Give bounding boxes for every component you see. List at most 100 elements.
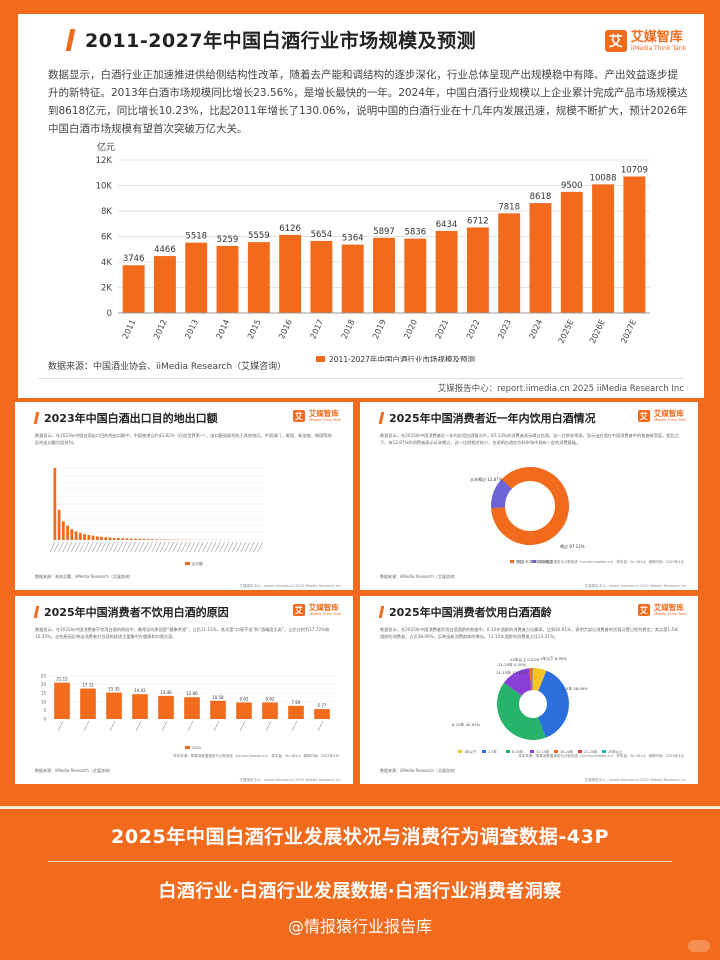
legend-label: 2011-2027年中国白酒行业市场规模及预测 [329,354,475,362]
export-bar [83,534,86,540]
export-bar [151,539,154,540]
reasons-card-description: 数据显示，在2025年中国消费者不饮用白酒的原因中，最常见的原因是“健康考虑”，… [35,627,330,639]
y-tick-label: 2K [101,284,112,294]
slice-1年以下 [533,668,547,692]
data-label: 4466 [154,245,176,255]
age-card: 2025年中国消费者饮用白酒酒龄 艾 艾媒智库 iiMedia Think Ta… [360,596,698,784]
drink-card-note: 样本来源：草莓派数据调查与计算系统（survey.iimedia.cn） 样本量… [518,560,684,564]
export-card-description: 数据显示，在2023年中国白酒出口目的地出口额中，中国香港以约43.82%（位居… [35,433,332,445]
x-tick-label-placeholder [189,541,196,553]
iimedia-logo-small: 艾 艾媒智库 iiMedia Think Tank [292,409,341,422]
bar-2024 [529,203,552,313]
reasons-card: 2025年中国消费者不饮用白酒的原因 艾 艾媒智库 iiMedia Think … [15,596,353,784]
iimedia-logo-icon: 艾 [292,604,305,616]
x-tick-label: 2022 [465,318,482,340]
data-label: 9500 [561,181,583,191]
x-tick-label-placeholder [185,541,191,553]
x-tick-label: 2015 [246,318,263,340]
x-tick-label: 2020 [402,318,419,340]
x-tick-label-placeholder [253,541,259,553]
x-tick-label-placeholder [206,541,213,553]
export-bar [142,538,146,540]
bar-2015 [247,242,270,313]
export-bar [163,539,167,540]
x-tick-label: 2023 [496,318,513,340]
x-tick-label-placeholder [121,541,128,553]
x-tick-label-placeholder [159,541,166,553]
export-card: 2023年中国白酒出口目的地出口额 艾 艾媒智库 iiMedia Think T… [15,402,353,590]
export-bar [138,538,142,540]
bar-2025E [560,191,583,313]
x-tick-label-placeholder [210,541,217,553]
x-tick-label-placeholder [257,541,264,553]
bar-2013 [185,242,208,313]
y-tick-label: 0 [43,717,46,722]
export-bar [87,534,91,540]
export-bar [70,529,74,540]
x-tick-label: 2012 [152,318,169,340]
export-card-source: 数据来源：海关总署、iiMedia Research（艾媒咨询） [35,574,133,579]
drink-card-report: 艾媒报告中心：report.iimedia.cn 2025 iiMedia Re… [584,584,686,588]
x-tick-label: 2026E [588,318,607,345]
y-tick-label: 12K [96,156,113,166]
bar-2019 [373,237,395,313]
export-bar [159,539,163,540]
y-tick-label: 25 [41,674,47,679]
drink-card-source: 数据来源：iiMedia Research（艾媒咨询） [380,574,458,579]
iimedia-logo-small: 艾 艾媒智库 iiMedia Think Tank [637,603,686,616]
legend-label: 喝过 [516,559,524,564]
export-bar [53,468,57,540]
legend-label: 从未喝过 [538,559,553,564]
main-data-source: 数据来源：中国酒业协会、iiMedia Research（艾媒咨询） [48,362,287,372]
age-card-title: 2025年中国消费者饮用白酒酒龄 [389,606,552,619]
bar-2027E [623,176,646,313]
export-card-report: 艾媒报告中心：report.iimedia.cn 2025 iiMedia Re… [239,584,341,588]
x-tick-label-placeholder [151,541,158,553]
x-tick-label-placeholder [202,541,208,553]
market-size-bar-chart: 亿元 0 2K 4K 6K 8K 10K 12K 3746 2011 4466 2012 5518 201… [96,141,650,362]
data-label: 3746 [123,254,145,264]
x-tick-label-placeholder [227,541,234,553]
legend-swatch [532,560,536,563]
data-label: 9.62 [266,696,275,701]
x-tick-label-placeholder [135,720,142,732]
legend-label: 出口额 [192,561,203,566]
slice-11-15年 [503,668,532,696]
watermark-badge [688,940,710,952]
x-tick-label: 2018 [340,318,357,340]
x-tick-label-placeholder [317,720,324,732]
export-bar [61,521,65,540]
slice-label: 1年以下 6.09% [540,656,567,661]
slice-21-25年 [532,668,533,691]
age-card-note: 样本来源：草莓派数据调查与计算系统（survey.iimedia.cn） 样本量… [518,754,684,758]
logo-en-text: iiMedia Think Tank [630,44,686,52]
cover-title: 2025年中国白酒行业发展状况与消费行为调查数据-43P [111,826,609,848]
legend-swatch [458,750,462,753]
data-label: 5836 [404,228,426,238]
x-tick-label-placeholder [79,541,85,553]
legend-swatch [482,750,486,753]
x-tick-label-placeholder [117,541,124,553]
reasons-card-report: 艾媒报告中心：report.iimedia.cn 2025 iiMedia Re… [239,778,341,782]
reason-bar [54,682,70,719]
export-bar [146,539,150,540]
x-tick-label-placeholder [239,720,246,732]
reason-bar [288,705,304,719]
legend-label: 1-5年 [488,749,498,754]
data-label: 5559 [248,231,270,241]
x-tick-label-placeholder [223,541,230,553]
x-tick-label-placeholder [57,720,64,732]
reasons-card-source: 数据来源：iiMedia Research（艾媒咨询） [35,768,113,773]
data-label: 10.58 [212,695,224,700]
reason-bar [106,692,122,719]
x-tick-label: 2017 [308,318,325,340]
reasons-card-note: 样本来源：草莓派数据调查与计算系统（survey.iimedia.cn） 样本量… [173,754,339,758]
main-chart-title: 2011-2027年中国白酒行业市场规模及预测 [85,30,477,52]
x-tick-label: 2014 [215,318,232,340]
cover-divider [48,861,672,862]
bar-2026E [592,184,615,313]
data-label: 5518 [185,232,207,242]
reason-bar [132,694,148,719]
x-tick-label-placeholder [104,541,111,553]
x-tick-label-placeholder [232,541,238,553]
